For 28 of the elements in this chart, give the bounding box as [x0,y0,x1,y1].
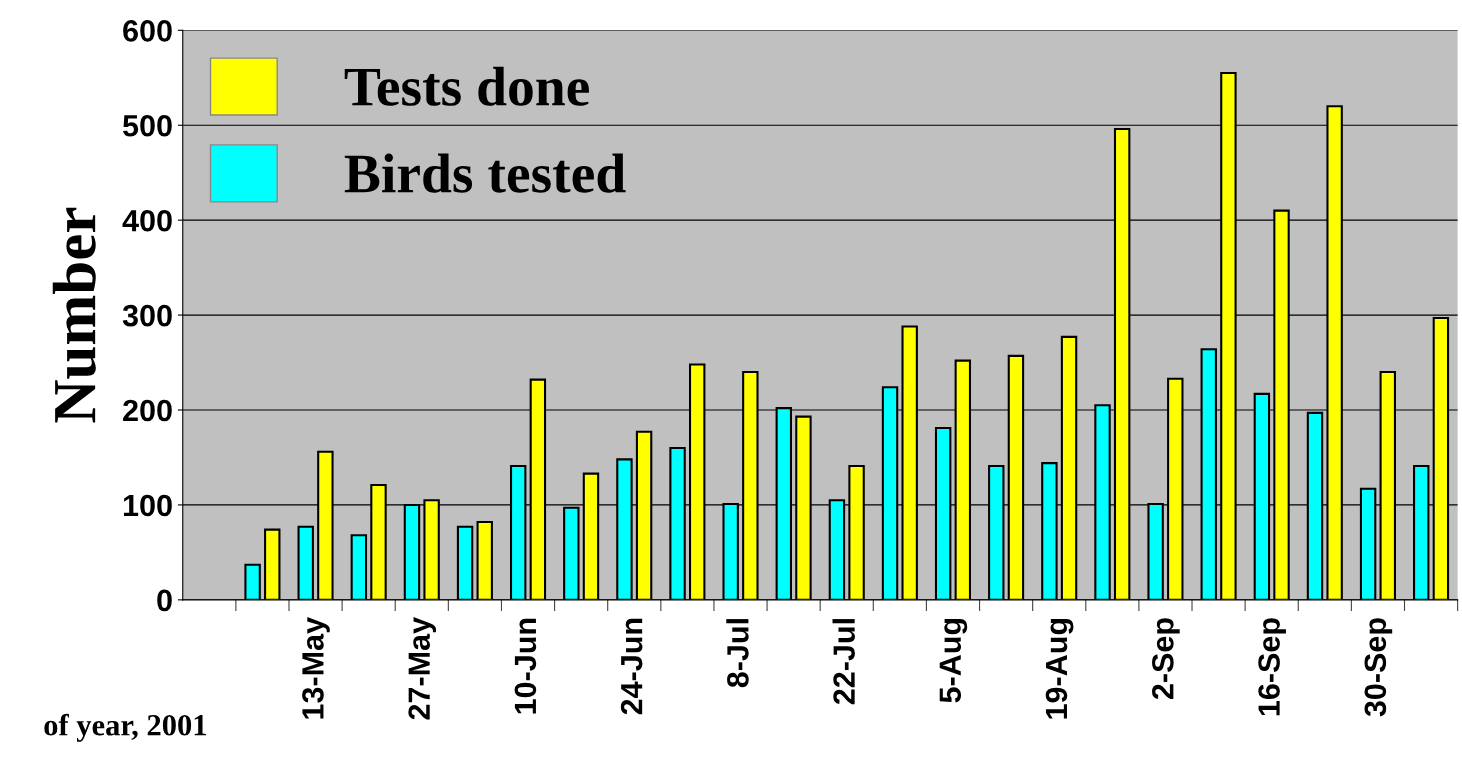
y-axis-title: Number [52,207,96,423]
legend-label: Tests done [344,66,589,106]
y-tick-label: 400 [122,209,172,232]
x-tick-label: 10-Jun [514,618,537,714]
y-tick-label: 300 [122,304,172,327]
y-tick-label: 100 [123,494,172,517]
x-tick-label: 13-May [302,617,330,719]
bar [264,528,281,600]
x-tick-label: 5-Aug [939,618,968,703]
legend-label: Birds tested [344,153,626,193]
y-tick-label: 600 [123,20,172,42]
x-tick-label: 27-May [408,617,437,720]
x-tick-label: 24-Jun [620,618,643,715]
x-tick-label: 22-Jul [832,619,855,705]
bar [350,534,368,600]
x-tick-label: 16-Sep [1258,618,1286,716]
x-tick-label: 30-Sep [1364,618,1393,717]
y-tick-label: 500 [122,114,172,137]
x-tick-label: 8-Jul [726,619,749,688]
bar [244,563,261,600]
x-tick-label: 19-Aug [1045,618,1074,719]
bar [456,525,474,600]
bar [297,525,314,600]
x-axis-title: of year, 2001 [44,713,206,742]
bar [476,520,493,600]
x-tick-label: 2-Sep [1152,618,1180,700]
y-tick-label: 0 [157,589,172,612]
y-tick-label: 200 [123,399,172,422]
